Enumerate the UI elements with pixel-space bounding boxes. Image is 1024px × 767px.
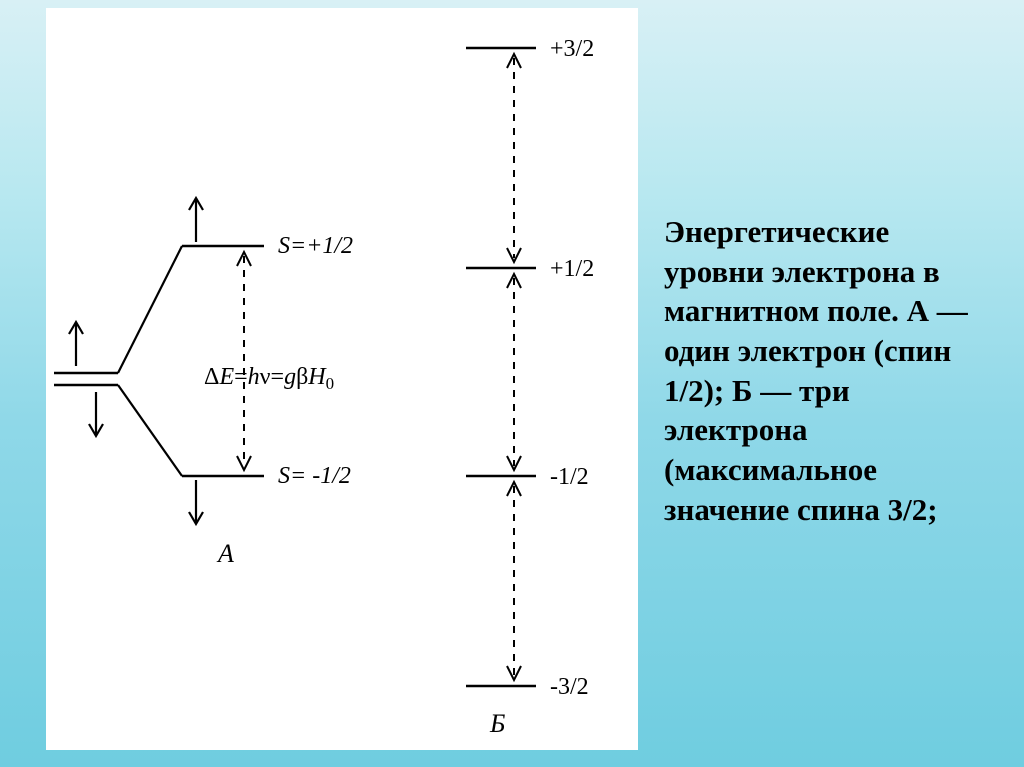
figure-caption: Энергетические уровни электрона в магнит… bbox=[664, 212, 990, 529]
transition-formula: ΔE=hν=gβH0 bbox=[204, 364, 334, 393]
energy-level-diagram: S=+1/2 S= -1/2 ΔE=hν=gβH0 bbox=[46, 8, 638, 750]
level-label: +1/2 bbox=[550, 256, 594, 282]
spin-down-icon bbox=[189, 480, 203, 524]
transition-arrow-b1 bbox=[507, 54, 521, 262]
panel-b: +3/2 +1/2 -1/2 -3/2 bbox=[466, 36, 594, 738]
spin-label-upper: S=+1/2 bbox=[278, 233, 353, 259]
spin-up-icon bbox=[189, 198, 203, 242]
spin-down-icon bbox=[89, 392, 103, 436]
spin-label-lower: S= -1/2 bbox=[278, 463, 351, 489]
transition-arrow-b3 bbox=[507, 482, 521, 680]
g-symbol: g bbox=[284, 364, 296, 390]
initial-level bbox=[54, 373, 118, 385]
sub-zero: 0 bbox=[326, 374, 335, 393]
level-label: -1/2 bbox=[550, 464, 589, 490]
panel-a: S=+1/2 S= -1/2 ΔE=hν=gβH0 bbox=[54, 198, 353, 568]
E-symbol: E bbox=[218, 364, 234, 390]
beta-symbol: β bbox=[296, 364, 308, 390]
panel-label-a: А bbox=[216, 539, 234, 568]
branch-lower bbox=[118, 385, 182, 476]
nu-symbol: ν bbox=[260, 364, 271, 390]
panel-label-b: Б bbox=[489, 709, 505, 738]
spin-up-icon bbox=[69, 322, 83, 366]
delta-symbol: Δ bbox=[204, 364, 219, 390]
level-label: -3/2 bbox=[550, 674, 589, 700]
transition-arrow-b2 bbox=[507, 274, 521, 470]
level-label: +3/2 bbox=[550, 36, 594, 62]
h-symbol: h bbox=[248, 364, 260, 390]
eq: = bbox=[271, 364, 285, 390]
branch-upper bbox=[118, 246, 182, 373]
transition-arrow-a bbox=[237, 252, 251, 470]
H-symbol: H bbox=[307, 364, 327, 390]
eq: = bbox=[234, 364, 248, 390]
